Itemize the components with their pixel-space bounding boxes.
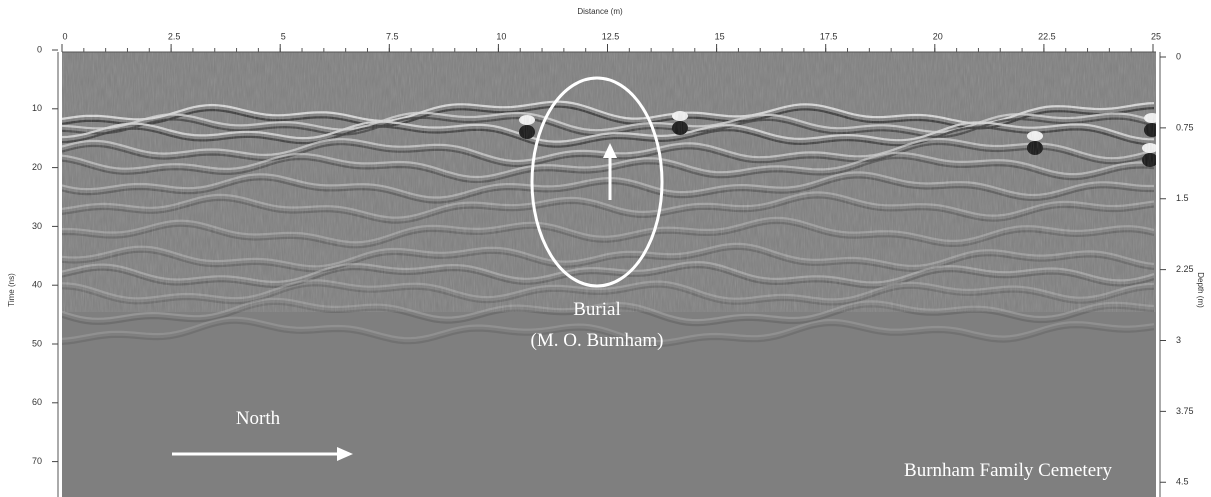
burial-label: Burial [573,299,621,320]
y-tick-label: 40 [32,280,42,290]
reflection [62,321,1155,348]
x-tick-label: 12.5 [602,31,620,41]
x-tick-label: 15 [715,31,725,41]
x-tick-label: 22.5 [1038,31,1056,41]
y-tick-label: 70 [32,456,42,466]
burial-name: (M. O. Burnham) [531,330,664,351]
y-tick-label: 30 [32,221,42,231]
x-tick-label: 0 [62,31,67,41]
y2-tick-label: 0.75 [1176,122,1194,132]
y2-tick-label: 3.75 [1176,406,1194,416]
y2-tick-label: 1.5 [1176,193,1189,203]
x-axis-label: Distance (m) [577,7,623,16]
y2-tick-label: 3 [1176,335,1181,345]
x-tick-label: 17.5 [820,31,838,41]
direction-arrow-head [337,447,353,461]
burial-arrow-head [603,143,617,158]
x-tick-label: 25 [1151,31,1161,41]
reflection [62,316,1155,343]
burial-outline [530,76,664,288]
y2-tick-label: 2.25 [1176,264,1194,274]
y-tick-label: 0 [37,44,42,54]
y2-tick-label: 0 [1176,51,1181,61]
right-axis-label: Depth (m) [1196,272,1205,308]
x-tick-label: 7.5 [386,31,399,41]
y-tick-label: 50 [32,338,42,348]
y-tick-label: 10 [32,103,42,113]
y2-tick-label: 4.5 [1176,477,1189,487]
x-tick-label: 2.5 [168,31,181,41]
x-tick-label: 10 [496,31,506,41]
x-tick-label: 20 [933,31,943,41]
x-tick-label: 5 [281,31,286,41]
y-tick-label: 20 [32,162,42,172]
site-label: Burnham Family Cemetery [904,460,1112,481]
left-axis-label: Time (ns) [7,273,16,307]
y-tick-label: 60 [32,397,42,407]
direction-label: North [236,408,281,429]
